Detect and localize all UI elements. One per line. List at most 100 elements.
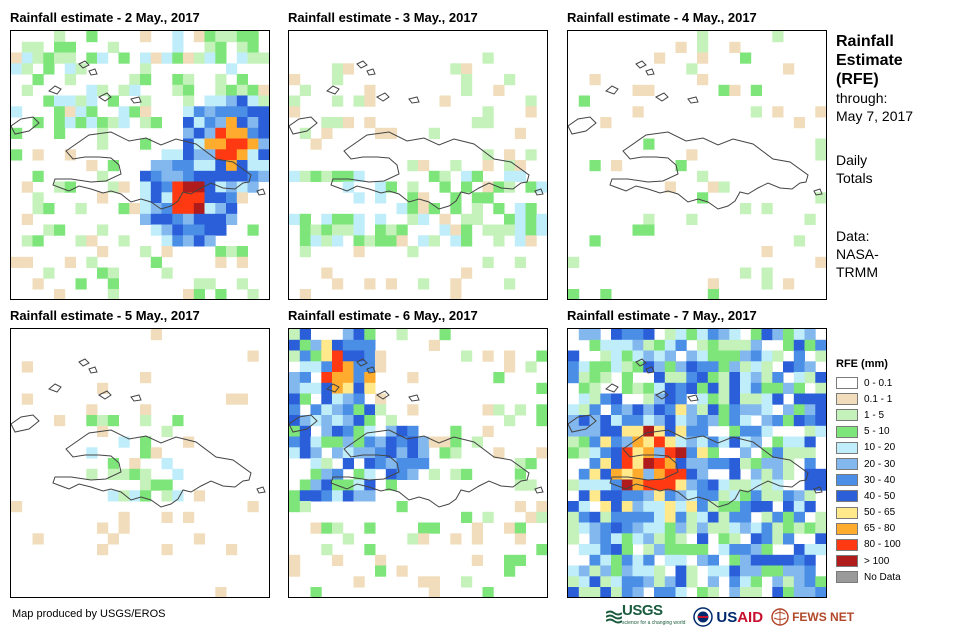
rainfall-cell [385,479,397,491]
rainfall-cell [161,170,173,182]
rainfall-cell [621,404,633,416]
rainfall-cell [632,533,644,545]
rainfall-cell [321,544,333,556]
rainfall-map[interactable] [288,30,548,300]
rainfall-cell [289,339,301,351]
rainfall-cell [740,544,752,556]
rainfall-cell [258,106,269,118]
rainfall-cell [804,415,816,427]
legend-item: No Data [836,569,901,585]
rainfall-cell [729,576,741,588]
rainfall-cell [589,533,601,545]
rainfall-cell [129,468,141,480]
rainfall-cell [750,436,762,448]
rainfall-cell [364,361,376,373]
rainfall-cell [236,138,248,150]
rainfall-cell [740,267,752,279]
rainfall-cell [150,256,162,268]
rainfall-cell [804,565,816,577]
rainfall-cell [204,278,216,290]
rainfall-cell [783,522,795,534]
rainfall-cell [461,181,473,193]
rainfall-cell [697,393,709,405]
rainfall-cell [793,565,805,577]
rainfall-cell [621,458,633,470]
rainfall-cell [611,533,623,545]
rainfall-cell [750,329,762,341]
rainfall-cell [772,350,784,362]
legend-swatch [836,555,858,568]
rainfall-cell [621,522,633,534]
rainfall-cell [32,52,44,64]
rainfall-cell [342,436,354,448]
rainfall-map[interactable] [10,30,270,300]
rainfall-map[interactable] [567,30,827,300]
rainfall-cell [718,181,730,193]
rainfall-cell [772,436,784,448]
rainfall-cell [675,565,687,577]
rainfall-cell [675,329,687,341]
rainfall-cell [611,511,623,523]
rainfall-cell [310,468,322,480]
usaid-logo[interactable]: USAID [693,607,763,627]
rainfall-cell [804,587,816,597]
rainfall-cell [375,224,387,236]
legend-swatch [836,522,858,535]
rainfall-cell [740,479,752,491]
rainfall-cell [11,501,23,513]
rainfall-map[interactable] [288,328,548,598]
rainfall-cell [64,181,76,193]
rainfall-cell [643,533,655,545]
rainfall-cell [718,361,730,373]
rainfall-cell [471,203,483,215]
rainfall-cell [193,289,205,299]
rainfall-cell [804,404,816,416]
rainfall-cell [525,181,537,193]
coastline [568,414,597,433]
coastline [326,383,340,393]
rainfall-cell [107,458,119,470]
rainfall-cell [299,84,311,96]
rainfall-cell [54,415,66,427]
rainfall-cell [450,468,462,480]
rainfall-cell [686,425,698,437]
rainfall-cell [750,468,762,480]
legend-label: 20 - 30 [864,458,896,470]
rainfall-cell [504,522,516,534]
rainfall-cell [578,565,590,577]
rainfall-cell [632,404,644,416]
legend-item: 50 - 65 [836,505,901,521]
rainfall-cell [11,149,23,161]
rainfall-cell [299,501,311,513]
rainfall-cell [407,372,419,384]
rainfall-cell [761,522,773,534]
map-info: Rainfall Estimate (RFE) through: May 7, … [836,32,966,281]
rainfall-cell [504,170,516,182]
rainfall-cell [299,329,311,341]
rainfall-cell [632,554,644,566]
rainfall-cell [514,160,526,172]
rainfall-cell [385,224,397,236]
rainfall-cell [761,533,773,545]
panel-title: Rainfall estimate - 5 May., 2017 [10,308,200,323]
rainfall-cell [643,350,655,362]
rainfall-cell [643,382,655,394]
rainfall-cell [342,181,354,193]
usgs-logo[interactable]: USGS science for a changing world [606,603,685,629]
rainfall-cell [783,404,795,416]
fews-net-logo[interactable]: FEWS NET [771,608,854,626]
rainfall-cell [664,501,676,513]
rainfall-cell [289,95,301,107]
rainfall-cell [654,587,666,597]
rainfall-cell [729,41,741,53]
rainfall-cell [86,256,98,268]
rainfall-cell [140,74,152,86]
rainfall-cell [804,544,816,556]
rainfall-cell [568,511,580,523]
rainfall-cell [707,458,719,470]
rainfall-map[interactable] [10,328,270,598]
rainfall-cell [140,31,152,43]
rainfall-map[interactable] [567,328,827,598]
rainfall-cell [632,447,644,459]
rainfall-cell [299,246,311,258]
